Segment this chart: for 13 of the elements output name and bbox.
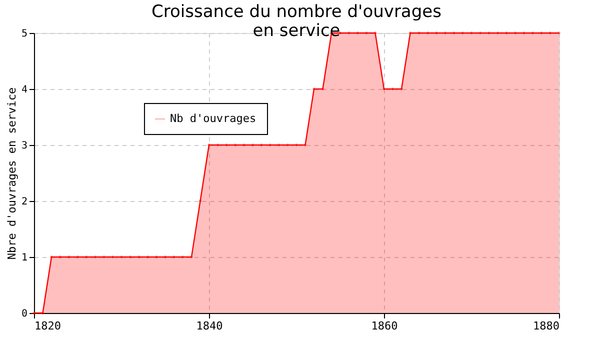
y-tick-label: 0: [21, 308, 28, 320]
x-tick-label: 1820: [34, 320, 61, 332]
y-tick-label: 2: [21, 196, 28, 208]
legend-label: Nb d'ouvrages: [170, 112, 256, 125]
y-tick-label: 4: [21, 84, 28, 96]
chart-title: Croissance du nombre d'ouvrages en service: [152, 2, 442, 41]
y-tick-label: 1: [21, 252, 28, 264]
y-tick-label: 5: [21, 28, 28, 40]
y-tick-label: 3: [21, 140, 28, 152]
y-axis-title: Nbre d'ouvrages en service: [5, 87, 18, 260]
x-tick-label: 1840: [196, 320, 223, 332]
x-tick-label: 1880: [533, 320, 560, 332]
x-tick-label: 1860: [371, 320, 398, 332]
